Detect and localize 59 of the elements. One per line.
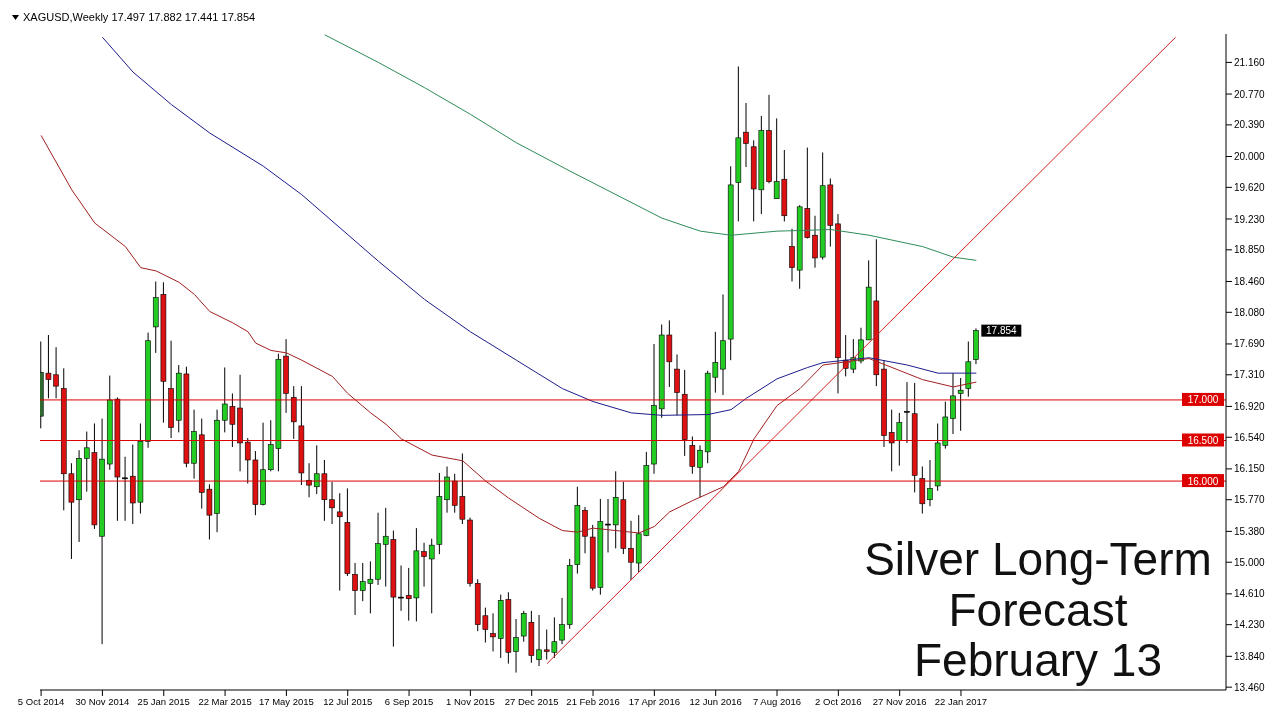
y-tick-label: 17.310 bbox=[1234, 369, 1266, 381]
chart-title: XAGUSD,Weekly 17.497 17.882 17.441 17.854 bbox=[23, 11, 256, 23]
y-tick-label: 21.160 bbox=[1234, 56, 1266, 68]
x-tick-label: 2 Oct 2016 bbox=[815, 695, 862, 707]
candlestick bbox=[559, 597, 565, 645]
candlestick bbox=[490, 612, 496, 652]
x-tick-label: 22 Jan 2017 bbox=[934, 695, 988, 707]
y-tick-label: 14.230 bbox=[1234, 619, 1266, 631]
y-tick-label: 16.920 bbox=[1234, 400, 1266, 412]
annotation: 17.854 bbox=[986, 325, 1018, 337]
candlestick bbox=[950, 372, 956, 435]
candlestick bbox=[789, 228, 795, 282]
x-tick-label: 6 Sep 2015 bbox=[384, 695, 434, 707]
candlestick bbox=[743, 102, 749, 168]
x-tick-label: 22 Mar 2015 bbox=[198, 695, 252, 707]
candlestick bbox=[904, 381, 910, 444]
x-tick-label: 5 Oct 2014 bbox=[17, 695, 65, 707]
x-tick-label: 12 Jun 2016 bbox=[689, 695, 742, 707]
candlestick bbox=[957, 377, 964, 432]
ref-line-label: 16.000 bbox=[1187, 475, 1219, 487]
y-tick-label: 18.850 bbox=[1234, 244, 1266, 256]
x-tick-label: 30 Nov 2014 bbox=[75, 695, 130, 707]
candlestick bbox=[352, 562, 358, 616]
y-tick-label: 15.000 bbox=[1234, 556, 1266, 568]
y-tick-label: 19.620 bbox=[1234, 181, 1266, 193]
x-tick-label: 17 Apr 2016 bbox=[628, 695, 680, 707]
y-tick-label: 18.080 bbox=[1234, 306, 1266, 318]
line-series bbox=[101, 36, 977, 416]
y-tick-label: 17.690 bbox=[1234, 338, 1266, 350]
line-series bbox=[40, 134, 977, 534]
candlestick bbox=[336, 492, 343, 592]
candlestick bbox=[812, 215, 818, 269]
x-tick-label: 1 Nov 2015 bbox=[446, 695, 495, 707]
y-tick-label: 14.610 bbox=[1234, 588, 1266, 600]
y-tick-label: 18.460 bbox=[1234, 276, 1266, 288]
candlestick bbox=[428, 538, 435, 614]
x-tick-label: 21 Feb 2016 bbox=[566, 695, 620, 707]
y-tick-label: 20.390 bbox=[1234, 119, 1266, 131]
ref-line-label: 17.000 bbox=[1187, 394, 1219, 406]
x-tick-label: 7 Aug 2016 bbox=[752, 695, 802, 707]
y-tick-label: 15.770 bbox=[1234, 494, 1266, 506]
y-tick-label: 13.840 bbox=[1234, 650, 1266, 662]
ref-line-label: 16.500 bbox=[1187, 435, 1219, 446]
x-tick-label: 25 Jan 2015 bbox=[137, 695, 190, 707]
y-tick-label: 19.230 bbox=[1234, 213, 1266, 225]
candlestick bbox=[674, 353, 680, 416]
y-tick-label: 13.460 bbox=[1234, 681, 1266, 693]
y-tick-label: 20.770 bbox=[1234, 88, 1266, 100]
annotation: Silver Long-Term Forecast February 13 bbox=[863, 533, 1213, 687]
y-tick-label: 16.150 bbox=[1234, 463, 1266, 475]
x-tick-label: 27 Nov 2016 bbox=[872, 695, 927, 707]
y-tick-label: 15.380 bbox=[1234, 525, 1266, 537]
candlestick bbox=[927, 459, 933, 507]
x-tick-label: 27 Dec 2015 bbox=[504, 695, 559, 707]
x-tick-label: 12 Jul 2015 bbox=[323, 695, 373, 707]
line-series bbox=[324, 34, 977, 261]
y-tick-label: 16.540 bbox=[1234, 431, 1266, 443]
x-tick-label: 17 May 2015 bbox=[258, 695, 314, 707]
y-tick-label: 20.000 bbox=[1234, 151, 1266, 163]
